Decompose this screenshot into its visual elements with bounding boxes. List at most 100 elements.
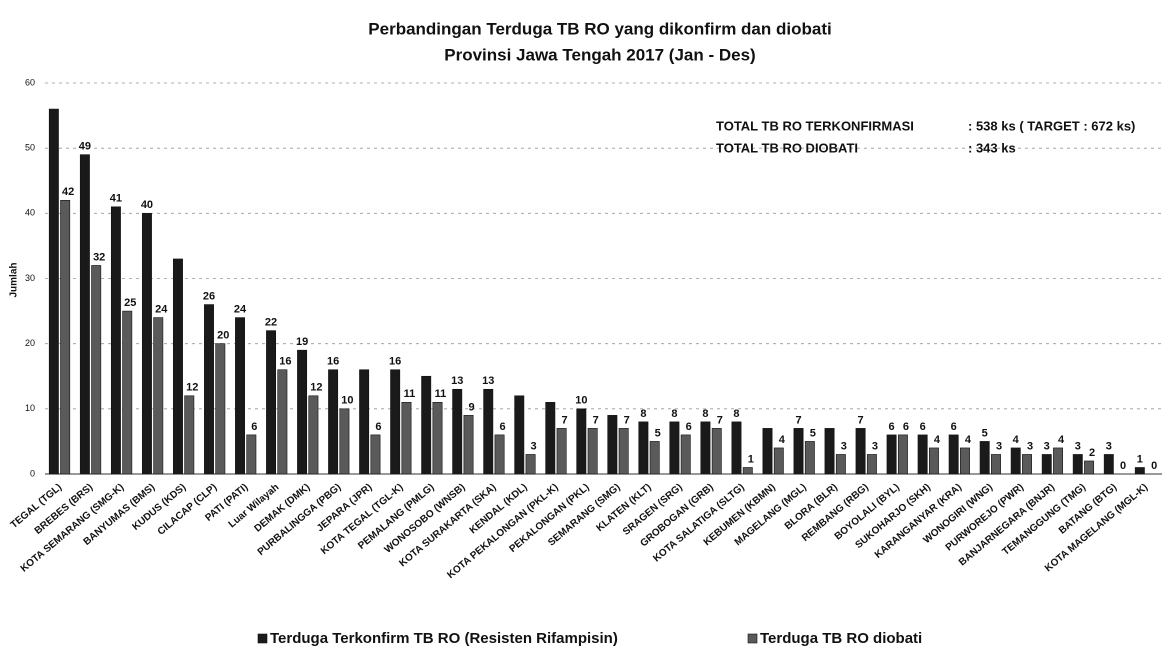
data-label: 3 xyxy=(1027,440,1033,452)
bar xyxy=(1022,454,1032,475)
bar xyxy=(1041,454,1052,475)
legend-swatch xyxy=(257,633,268,644)
legend-swatch xyxy=(747,633,758,644)
data-label: 3 xyxy=(1075,440,1081,452)
data-label: 7 xyxy=(562,414,568,426)
data-label: 8 xyxy=(671,408,677,420)
bar xyxy=(762,428,773,475)
data-label: 20 xyxy=(217,330,229,342)
bar xyxy=(576,408,587,475)
data-label: 3 xyxy=(531,440,537,452)
bar xyxy=(917,434,928,475)
bar xyxy=(514,395,525,475)
data-label: 26 xyxy=(203,290,215,302)
y-tick-label: 10 xyxy=(25,403,35,413)
data-label: 13 xyxy=(451,375,463,387)
bar xyxy=(607,415,618,475)
data-label: 25 xyxy=(124,297,136,309)
annotation-text: : 343 ks xyxy=(968,140,1016,155)
bar xyxy=(886,434,897,475)
y-tick-label: 50 xyxy=(25,143,35,153)
data-label: 4 xyxy=(779,434,786,446)
data-label: 2 xyxy=(1089,447,1095,459)
data-label: 49 xyxy=(79,141,91,153)
bar xyxy=(79,154,90,475)
bar xyxy=(948,434,959,475)
data-label: 7 xyxy=(858,414,864,426)
bar xyxy=(824,428,835,475)
bar xyxy=(928,447,939,475)
bar xyxy=(649,441,660,475)
annotation-label: TOTAL TB RO TERKONFIRMASI xyxy=(716,118,914,133)
data-label: 4 xyxy=(965,434,972,446)
data-label: 16 xyxy=(327,356,339,368)
data-label: 41 xyxy=(110,193,122,205)
bar xyxy=(866,454,877,475)
annotation-text: : 538 ks ( TARGET : 672 ks) xyxy=(968,118,1135,133)
bar xyxy=(246,434,257,475)
bar xyxy=(700,421,711,475)
data-label: 16 xyxy=(389,356,401,368)
data-label: 5 xyxy=(655,427,661,439)
data-label: 42 xyxy=(62,186,74,198)
bar xyxy=(835,454,846,475)
bar xyxy=(1084,460,1095,475)
bar xyxy=(680,434,691,475)
data-label: 3 xyxy=(1106,440,1112,452)
bar xyxy=(1053,447,1064,475)
y-tick-label: 40 xyxy=(25,208,35,218)
bar xyxy=(1134,467,1145,475)
bar xyxy=(339,408,350,475)
data-label: 0 xyxy=(1151,460,1157,472)
bar xyxy=(91,265,102,475)
data-label: 11 xyxy=(435,388,447,400)
data-label: 24 xyxy=(155,304,168,316)
bar xyxy=(421,375,432,475)
legend-label: Terduga Terkonfirm TB RO (Resisten Rifam… xyxy=(270,630,618,647)
data-label: 22 xyxy=(265,317,277,329)
data-label: 8 xyxy=(640,408,646,420)
data-label: 7 xyxy=(593,414,599,426)
bar xyxy=(669,421,680,475)
bar xyxy=(618,428,629,475)
bar xyxy=(463,415,474,475)
data-label: 9 xyxy=(468,401,474,413)
legend-label: Terduga TB RO diobati xyxy=(760,630,922,647)
data-label: 6 xyxy=(920,421,926,433)
bar xyxy=(297,349,308,475)
data-label: 7 xyxy=(624,414,630,426)
bar xyxy=(370,434,381,475)
bar xyxy=(204,304,214,475)
y-tick-label: 30 xyxy=(25,273,35,283)
bar xyxy=(1010,447,1021,475)
bar xyxy=(390,369,401,475)
chart-subtitle: Provinsi Jawa Tengah 2017 (Jan - Des) xyxy=(444,45,755,64)
bar xyxy=(110,206,121,475)
data-label: 5 xyxy=(810,427,816,439)
data-label: 10 xyxy=(575,395,587,407)
x-tick-label: TEGAL (TGL) xyxy=(9,482,64,531)
bar xyxy=(1103,454,1114,475)
data-label: 13 xyxy=(482,375,494,387)
data-label: 8 xyxy=(702,408,708,420)
data-label: 1 xyxy=(1137,453,1143,465)
x-tick-label: KOTA PEKALONGAN (PKL-K) xyxy=(445,482,560,581)
bar xyxy=(545,402,556,475)
y-axis-label: Jumlah xyxy=(9,262,20,297)
bar xyxy=(483,388,494,475)
bar xyxy=(587,428,598,475)
data-label: 6 xyxy=(951,421,957,433)
data-label: 3 xyxy=(872,440,878,452)
data-label: 6 xyxy=(499,421,505,433)
bar xyxy=(731,421,742,475)
data-label: 7 xyxy=(795,414,801,426)
data-label: 8 xyxy=(733,408,739,420)
data-label: 4 xyxy=(1013,434,1020,446)
bar xyxy=(153,317,164,475)
bar xyxy=(773,447,784,475)
data-label: 3 xyxy=(1044,440,1050,452)
bar xyxy=(804,441,815,475)
bar xyxy=(215,343,226,475)
bar xyxy=(1072,454,1083,475)
